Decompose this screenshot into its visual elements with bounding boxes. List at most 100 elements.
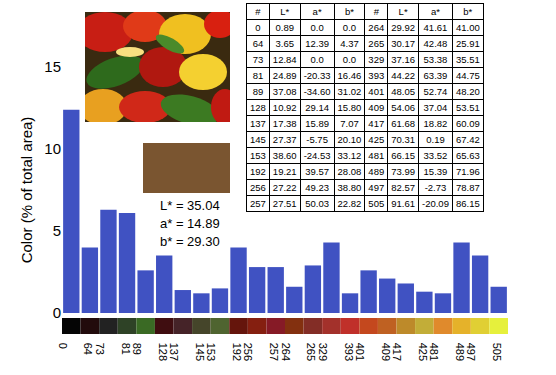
html-text:16.46: 16.46 bbox=[337, 70, 362, 81]
svg-text:192: 192 bbox=[231, 343, 243, 361]
svg-text:409: 409 bbox=[380, 343, 392, 361]
html-text:31.02: 31.02 bbox=[337, 86, 362, 97]
html-text:L* = 35.04: L* = 35.04 bbox=[160, 198, 220, 213]
html-text:29.14: 29.14 bbox=[305, 102, 329, 113]
svg-text:137: 137 bbox=[168, 343, 180, 361]
html-text:0.0: 0.0 bbox=[342, 22, 357, 33]
html-text:329: 329 bbox=[368, 54, 385, 65]
html-text:53.38: 53.38 bbox=[423, 54, 448, 65]
html-text:-20.33: -20.33 bbox=[303, 70, 331, 81]
html-text:48.05: 48.05 bbox=[391, 86, 415, 97]
html-text:0.0: 0.0 bbox=[342, 54, 357, 65]
html-text:0.0: 0.0 bbox=[310, 54, 324, 65]
html-text:53.51: 53.51 bbox=[455, 102, 480, 113]
svg-text:393: 393 bbox=[343, 343, 355, 361]
html-text:41.61: 41.61 bbox=[423, 22, 448, 33]
svg-text:5: 5 bbox=[53, 222, 61, 239]
html-text:137: 137 bbox=[250, 118, 266, 129]
html-text:29.92: 29.92 bbox=[391, 22, 415, 33]
html-text:-34.60: -34.60 bbox=[303, 86, 331, 97]
svg-text:329: 329 bbox=[317, 343, 329, 361]
html-text:b* = 29.30: b* = 29.30 bbox=[160, 234, 220, 249]
html-text:145: 145 bbox=[250, 134, 266, 145]
html-text:4.37: 4.37 bbox=[340, 38, 359, 49]
svg-text:73: 73 bbox=[94, 343, 106, 355]
html-text:18.82: 18.82 bbox=[423, 118, 448, 129]
html-text:3.65: 3.65 bbox=[275, 38, 294, 49]
html-text:67.42: 67.42 bbox=[455, 134, 480, 145]
html-text:61.68: 61.68 bbox=[391, 118, 415, 129]
html-text:12.39: 12.39 bbox=[305, 38, 329, 49]
html-text:401: 401 bbox=[368, 86, 385, 97]
svg-text:0: 0 bbox=[57, 343, 69, 349]
html-text:63.39: 63.39 bbox=[423, 70, 448, 81]
svg-text:401: 401 bbox=[354, 343, 366, 361]
svg-text:153: 153 bbox=[205, 343, 217, 361]
svg-text:0: 0 bbox=[53, 304, 61, 321]
html-text:417: 417 bbox=[368, 118, 385, 129]
html-text:48.20: 48.20 bbox=[455, 86, 480, 97]
html-text:393: 393 bbox=[368, 70, 385, 81]
html-text:-24.53: -24.53 bbox=[303, 150, 331, 161]
svg-text:264: 264 bbox=[280, 343, 292, 361]
svg-text:89: 89 bbox=[131, 343, 143, 355]
html-text:89: 89 bbox=[252, 86, 264, 97]
html-text:41.00: 41.00 bbox=[455, 22, 480, 33]
html-text:265: 265 bbox=[368, 38, 385, 49]
html-text:54.06: 54.06 bbox=[391, 102, 415, 113]
html-text:481: 481 bbox=[368, 150, 385, 161]
html-text:33.12: 33.12 bbox=[337, 150, 362, 161]
html-text:30.17: 30.17 bbox=[391, 38, 415, 49]
html-text:20.10: 20.10 bbox=[337, 134, 362, 145]
html-text:35.51: 35.51 bbox=[455, 54, 480, 65]
svg-text:128: 128 bbox=[157, 343, 169, 361]
html-text:425: 425 bbox=[368, 134, 385, 145]
svg-text:265: 265 bbox=[305, 343, 317, 361]
html-text:264: 264 bbox=[368, 22, 385, 33]
html-text:128: 128 bbox=[250, 102, 266, 113]
html-text:42.48: 42.48 bbox=[423, 38, 448, 49]
html-text:25.91: 25.91 bbox=[455, 38, 480, 49]
svg-text:505: 505 bbox=[491, 343, 503, 361]
html-text:0.19: 0.19 bbox=[426, 134, 445, 145]
html-text:-5.75: -5.75 bbox=[306, 134, 328, 145]
html-text:12.84: 12.84 bbox=[272, 54, 297, 65]
html-text:44.22: 44.22 bbox=[391, 70, 415, 81]
html-text:64: 64 bbox=[252, 38, 264, 49]
html-text:24.89: 24.89 bbox=[272, 70, 297, 81]
html-text:38.60: 38.60 bbox=[272, 150, 297, 161]
html-text:60.09: 60.09 bbox=[455, 118, 480, 129]
svg-text:417: 417 bbox=[391, 343, 403, 361]
html-text:37.16: 37.16 bbox=[391, 54, 415, 65]
svg-text:15: 15 bbox=[44, 58, 61, 75]
svg-text:257: 257 bbox=[268, 343, 280, 361]
svg-text:81: 81 bbox=[120, 343, 132, 355]
html-text:10.92: 10.92 bbox=[272, 102, 297, 113]
html-text:81: 81 bbox=[252, 70, 264, 81]
html-text:70.31: 70.31 bbox=[391, 134, 415, 145]
html-text:7.07: 7.07 bbox=[340, 118, 359, 129]
html-text:153: 153 bbox=[250, 150, 266, 161]
html-text:15.89: 15.89 bbox=[305, 118, 329, 129]
svg-text:Color (% of total area): Color (% of total area) bbox=[18, 117, 35, 264]
svg-text:497: 497 bbox=[465, 343, 477, 361]
html-text:27.37: 27.37 bbox=[272, 134, 297, 145]
svg-text:481: 481 bbox=[428, 343, 440, 361]
html-text:409: 409 bbox=[368, 102, 385, 113]
svg-text:425: 425 bbox=[417, 343, 429, 361]
svg-text:489: 489 bbox=[454, 343, 466, 361]
svg-text:64: 64 bbox=[82, 343, 94, 355]
html-text:15.80: 15.80 bbox=[337, 102, 362, 113]
svg-text:10: 10 bbox=[44, 140, 61, 157]
svg-text:256: 256 bbox=[242, 343, 254, 361]
svg-text:145: 145 bbox=[194, 343, 206, 361]
html-text:37.08: 37.08 bbox=[272, 86, 297, 97]
html-text:0.89: 0.89 bbox=[275, 22, 294, 33]
html-text:a* = 14.89: a* = 14.89 bbox=[160, 216, 220, 231]
html-text:44.75: 44.75 bbox=[455, 70, 480, 81]
html-text:37.04: 37.04 bbox=[423, 102, 448, 113]
html-text:0.0: 0.0 bbox=[310, 22, 324, 33]
html-text:17.38: 17.38 bbox=[272, 118, 297, 129]
html-text:52.74: 52.74 bbox=[423, 86, 448, 97]
html-text:73: 73 bbox=[252, 54, 264, 65]
